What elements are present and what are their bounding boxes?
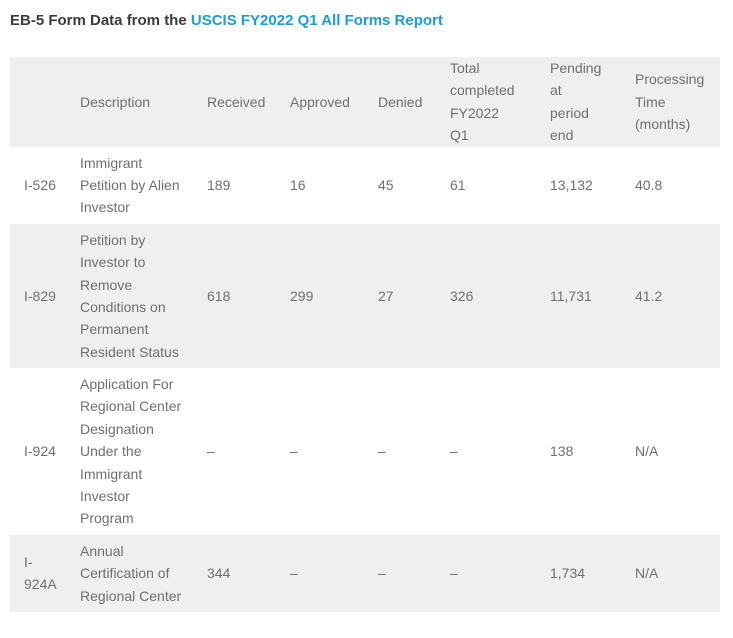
header-approved: Approved [276, 57, 364, 147]
header-description: Description [66, 57, 193, 147]
received-cell: 189 [207, 176, 231, 193]
form-id-cell: I-924 [24, 443, 56, 460]
received-cell: – [207, 443, 215, 460]
table-body: I-526 Immigrant Petition by Alien Invest… [10, 147, 720, 612]
eb5-form-data-table: Description Received Approved Denied Tot… [10, 57, 720, 612]
table-row-i829: I-829 Petition by Investor to Remove Con… [10, 223, 720, 369]
approved-cell: 299 [276, 223, 364, 369]
header-pending: Pending at period end [536, 57, 621, 147]
pending-cell: 13,132 [550, 176, 593, 193]
denied-cell: 45 [378, 176, 394, 193]
description-cell: Petition by Investor to Remove Condition… [66, 223, 193, 369]
total-completed-cell: – [450, 443, 458, 460]
header-form-id [10, 57, 66, 147]
header-processing-time: Processing Time (months) [621, 57, 720, 147]
total-completed-cell: 326 [436, 223, 536, 369]
approved-cell: – [290, 443, 298, 460]
table-row-i526: I-526 Immigrant Petition by Alien Invest… [10, 147, 720, 224]
processing-time-cell: 40.8 [635, 176, 663, 193]
table-row-i924: I-924 Application For Regional Center De… [10, 368, 720, 535]
total-completed-cell: – [436, 534, 536, 612]
description-cell: Application For Regional Center Designat… [80, 376, 182, 527]
header-received: Received [193, 57, 276, 147]
received-cell: 618 [193, 223, 276, 369]
header-row: Description Received Approved Denied Tot… [10, 57, 720, 147]
uscis-report-link[interactable]: USCIS FY2022 Q1 All Forms Report [190, 12, 443, 29]
form-id-cell: I-829 [10, 223, 66, 369]
table-row-i924a: I-924A Annual Certification of Regional … [10, 534, 720, 612]
total-completed-cell: 61 [450, 176, 466, 193]
denied-cell: – [378, 443, 386, 460]
header-denied: Denied [364, 57, 436, 147]
pending-cell: 138 [550, 443, 574, 460]
description-cell: Immigrant Petition by Alien Investor [80, 154, 180, 216]
form-id-cell: I-526 [24, 176, 56, 193]
approved-cell: 16 [290, 176, 306, 193]
description-cell: Annual Certification of Regional Center [66, 534, 193, 612]
received-cell: 344 [193, 534, 276, 612]
processing-time-cell: N/A [635, 443, 659, 460]
page-title-text: EB-5 Form Data from the [10, 12, 191, 29]
denied-cell: – [364, 534, 436, 612]
processing-time-cell: N/A [621, 534, 720, 612]
form-id-cell: I-924A [10, 534, 66, 612]
approved-cell: – [276, 534, 364, 612]
processing-time-cell: 41.2 [621, 223, 720, 369]
pending-cell: 11,731 [536, 223, 621, 369]
page-title: EB-5 Form Data from the USCIS FY2022 Q1 … [10, 11, 733, 31]
table-header: Description Received Approved Denied Tot… [10, 57, 720, 147]
header-total-completed: Total completed FY2022 Q1 [436, 57, 536, 147]
denied-cell: 27 [364, 223, 436, 369]
pending-cell: 1,734 [536, 534, 621, 612]
